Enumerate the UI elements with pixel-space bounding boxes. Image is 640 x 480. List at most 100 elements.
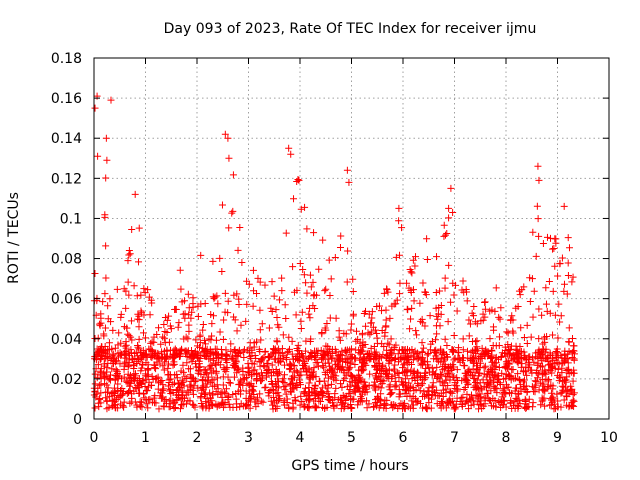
data-point [246, 353, 254, 361]
data-point [494, 398, 502, 406]
data-point [218, 201, 226, 209]
data-point [281, 371, 289, 379]
data-point [301, 403, 309, 411]
data-point [463, 297, 471, 305]
data-point [157, 340, 165, 348]
data-point [458, 286, 466, 294]
data-point [440, 221, 448, 229]
data-point [363, 397, 371, 405]
data-point [222, 368, 230, 376]
data-point [555, 373, 563, 381]
data-point [141, 289, 149, 297]
data-point [130, 361, 138, 369]
data-point [219, 335, 227, 343]
data-point [503, 328, 511, 336]
data-point [540, 346, 548, 354]
data-point [375, 302, 383, 310]
data-point [189, 294, 197, 302]
data-point [322, 326, 330, 334]
data-point [405, 379, 413, 387]
data-point [554, 334, 562, 342]
data-point [568, 278, 576, 286]
data-point [268, 361, 276, 369]
data-point [114, 394, 122, 402]
data-point [441, 231, 449, 239]
data-point [548, 396, 556, 404]
data-point [225, 400, 233, 408]
data-point [261, 384, 269, 392]
data-point [344, 354, 352, 362]
data-point [570, 342, 578, 350]
data-point [391, 355, 399, 363]
data-point [560, 280, 568, 288]
data-point [249, 266, 257, 274]
data-point [109, 355, 117, 363]
data-point [148, 299, 156, 307]
data-point [194, 366, 202, 374]
data-point [422, 291, 430, 299]
data-point [528, 383, 536, 391]
data-point [95, 403, 103, 411]
data-point [341, 393, 349, 401]
data-point [91, 270, 99, 278]
x-tick-label: 10 [600, 430, 618, 446]
data-point [267, 378, 275, 386]
data-point [243, 401, 251, 409]
data-point [96, 395, 104, 403]
y-axis-label: ROTI / TECUs [6, 192, 22, 284]
data-point [185, 327, 193, 335]
data-point [476, 364, 484, 372]
data-point [216, 328, 224, 336]
data-point [109, 326, 117, 334]
data-point [220, 316, 228, 324]
data-point [558, 254, 566, 262]
data-point [536, 351, 544, 359]
data-point [523, 339, 531, 347]
data-point [140, 390, 148, 398]
data-point [497, 304, 505, 312]
data-point [338, 365, 346, 373]
data-point [480, 402, 488, 410]
data-point [111, 398, 119, 406]
data-point [123, 378, 131, 386]
data-point [128, 336, 136, 344]
data-point [382, 323, 390, 331]
data-point [380, 343, 388, 351]
data-point [184, 290, 192, 298]
data-point [153, 330, 161, 338]
data-point [300, 271, 308, 279]
data-point [256, 306, 264, 314]
data-point [297, 325, 305, 333]
data-point [195, 360, 203, 368]
data-point [466, 320, 474, 328]
data-point [447, 298, 455, 306]
data-point [163, 346, 171, 354]
grid [94, 58, 609, 419]
data-point [337, 232, 345, 240]
data-point [505, 371, 513, 379]
data-point [310, 364, 318, 372]
data-point [498, 352, 506, 360]
data-point [563, 290, 571, 298]
data-point [199, 382, 207, 390]
data-point [108, 396, 116, 404]
data-point [379, 351, 387, 359]
data-point [211, 345, 219, 353]
data-point [147, 339, 155, 347]
data-point [203, 370, 211, 378]
data-point [109, 389, 117, 397]
data-point [165, 312, 173, 320]
data-point [214, 390, 222, 398]
data-point [258, 320, 266, 328]
data-point [482, 394, 490, 402]
data-point [432, 336, 440, 344]
data-point [418, 339, 426, 347]
data-point [178, 400, 186, 408]
data-point [570, 355, 578, 363]
data-point [275, 384, 283, 392]
data-point [209, 382, 217, 390]
data-point [388, 373, 396, 381]
data-point [221, 289, 229, 297]
data-point [512, 342, 520, 350]
data-point [486, 335, 494, 343]
